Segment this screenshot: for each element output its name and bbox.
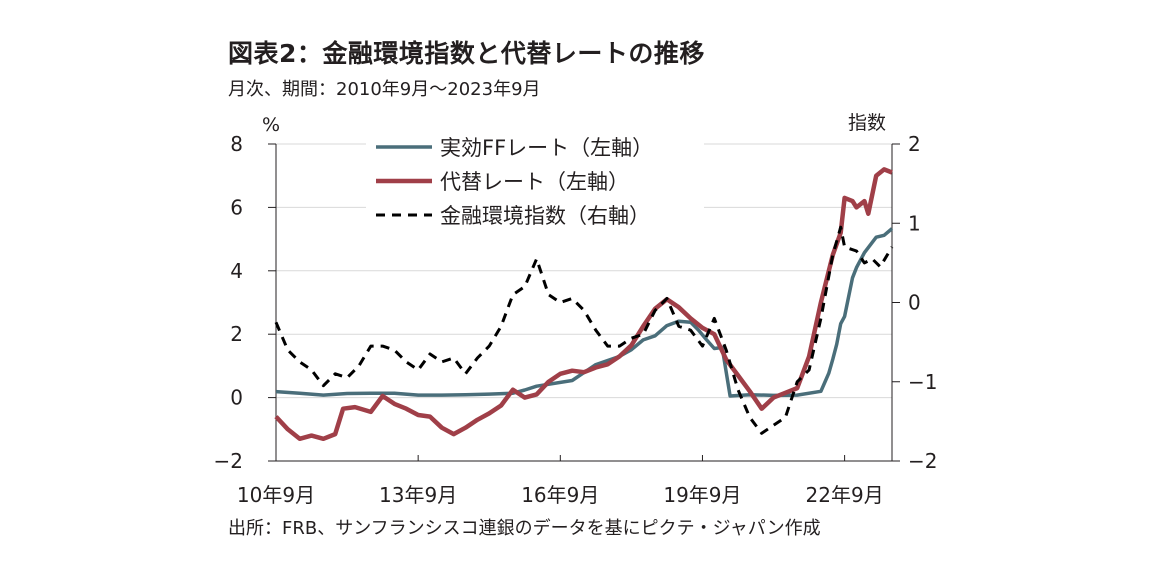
- tick-labels: 8 6 4 2 0 −2 2 1 0 −1 −2% 指数 10年9月 13年9月 16年9月 19年9月 22年…: [214, 112, 938, 507]
- x-tick-label: 16年9月: [521, 483, 599, 507]
- source-note: 出所：FRB、サンフランシスコ連銀のデータを基にピクテ・ジャパン作成: [228, 518, 821, 539]
- legend-label-2: 代替レート（左軸）: [440, 170, 629, 194]
- right-tick-label: 2: [908, 132, 921, 156]
- x-tick-label: 22年9月: [806, 483, 884, 507]
- chart-subtitle: 月次、期間：2010年9月～2023年9月: [228, 79, 541, 100]
- left-tick-label: 6: [230, 195, 243, 219]
- legend-label-1: 実効FFレート（左軸）: [440, 136, 653, 160]
- left-tick-label: 4: [230, 259, 243, 283]
- series-lines: [274, 167, 894, 442]
- fci-line: [274, 225, 894, 435]
- right-tick-label: −1: [908, 370, 937, 394]
- right-tick-label: 1: [908, 211, 921, 235]
- legend: 実効FFレート（左軸） 代替レート（左軸） 金融環境指数（右軸）: [366, 127, 704, 233]
- shadow-rate-line: [274, 167, 893, 442]
- left-tick-label: 2: [230, 322, 243, 346]
- left-unit-label: %: [262, 114, 280, 136]
- x-tick-label: 19年9月: [663, 483, 741, 507]
- left-tick-label: 0: [230, 386, 243, 410]
- left-tick-label: −2: [214, 449, 243, 473]
- right-tick-label: 0: [908, 291, 921, 315]
- ff-rate-line: [275, 227, 894, 398]
- left-tick-label: 8: [230, 132, 243, 156]
- chart-title: 図表2：金融環境指数と代替レートの推移: [228, 39, 705, 68]
- x-tick-label: 10年9月: [237, 483, 315, 507]
- legend-label-3: 金融環境指数（右軸）: [440, 204, 650, 228]
- right-tick-label: −2: [908, 449, 937, 473]
- right-unit-label: 指数: [848, 112, 886, 134]
- axes: [268, 143, 900, 462]
- x-tick-label: 13年9月: [379, 483, 457, 507]
